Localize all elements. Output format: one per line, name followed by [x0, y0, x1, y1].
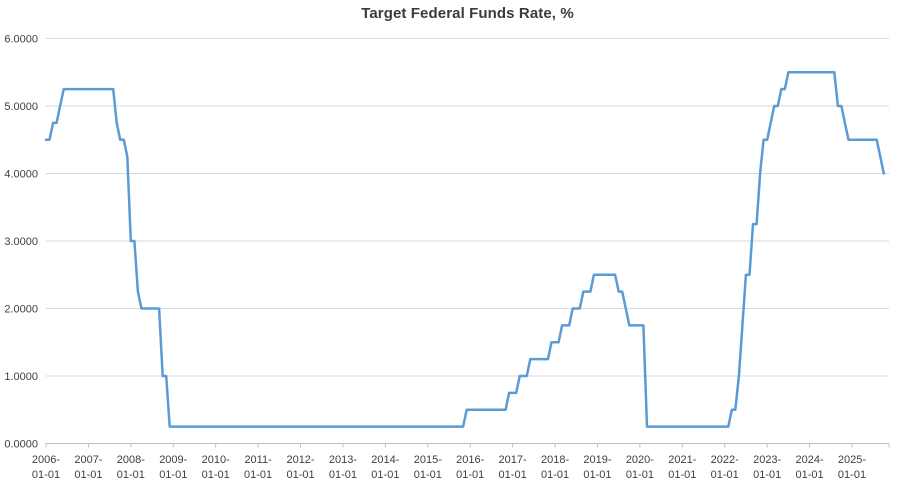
y-axis-tick-label: 4.0000: [4, 169, 38, 181]
x-axis-tick-label: 2024-: [796, 454, 824, 466]
x-axis-tick-label: 2025-: [838, 454, 866, 466]
x-axis-tick-label: 01-01: [202, 469, 230, 481]
x-axis-tick-label: 01-01: [371, 469, 399, 481]
x-axis-tick-label: 01-01: [414, 469, 442, 481]
x-axis-tick-label: 2015-: [414, 454, 442, 466]
x-axis-tick-label: 2020-: [626, 454, 654, 466]
x-axis-tick-label: 2019-: [583, 454, 611, 466]
x-axis-tick-label: 01-01: [583, 469, 611, 481]
x-axis-tick-label: 2021-: [668, 454, 696, 466]
y-axis-tick-label: 0.0000: [4, 439, 38, 451]
x-axis-tick-label: 2016-: [456, 454, 484, 466]
y-axis-tick-label: 5.0000: [4, 101, 38, 113]
x-axis-tick-label: 2013-: [329, 454, 357, 466]
y-axis-tick-label: 2.0000: [4, 304, 38, 316]
x-axis-tick-label: 2018-: [541, 454, 569, 466]
x-axis-tick-label: 2010-: [202, 454, 230, 466]
x-axis-tick-label: 01-01: [286, 469, 314, 481]
chart-title: Target Federal Funds Rate, %: [361, 5, 574, 22]
x-axis-tick-label: 01-01: [74, 469, 102, 481]
x-axis-tick-label: 2022-: [711, 454, 739, 466]
y-axis-tick-label: 6.0000: [4, 34, 38, 46]
y-axis-tick-label: 3.0000: [4, 236, 38, 248]
x-axis-tick-label: 2008-: [117, 454, 145, 466]
x-axis-tick-label: 2006-: [32, 454, 60, 466]
x-axis-tick-label: 01-01: [244, 469, 272, 481]
x-axis-tick-label: 2012-: [286, 454, 314, 466]
x-axis-tick-label: 01-01: [32, 469, 60, 481]
x-axis-tick-label: 2009-: [159, 454, 187, 466]
x-axis-tick-label: 2007-: [74, 454, 102, 466]
x-axis-tick-label: 2017-: [499, 454, 527, 466]
y-axis-tick-label: 1.0000: [4, 371, 38, 383]
x-axis-tick-label: 01-01: [668, 469, 696, 481]
x-axis-tick-label: 01-01: [753, 469, 781, 481]
x-axis-tick-label: 01-01: [117, 469, 145, 481]
x-axis-tick-label: 2023-: [753, 454, 781, 466]
rate-line-series: [44, 71, 886, 428]
x-axis-tick-label: 2011-: [244, 454, 272, 466]
x-axis-tick-label: 01-01: [456, 469, 484, 481]
x-axis-tick-label: 01-01: [329, 469, 357, 481]
x-axis-tick-label: 01-01: [499, 469, 527, 481]
x-axis-tick-label: 01-01: [626, 469, 654, 481]
x-axis-tick-label: 2014-: [371, 454, 399, 466]
x-axis-tick-label: 01-01: [711, 469, 739, 481]
x-axis-tick-label: 01-01: [796, 469, 824, 481]
x-axis-tick-label: 01-01: [838, 469, 866, 481]
x-axis-tick-label: 01-01: [159, 469, 187, 481]
x-axis-tick-label: 01-01: [541, 469, 569, 481]
